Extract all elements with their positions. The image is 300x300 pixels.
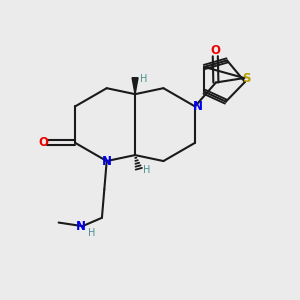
Text: S: S [242,72,251,86]
Text: N: N [76,220,86,232]
Text: O: O [210,44,220,57]
Text: H: H [143,165,150,175]
Text: N: N [102,154,112,167]
Text: H: H [140,74,148,84]
Text: O: O [38,136,48,149]
Text: H: H [88,228,96,238]
Text: N: N [192,100,203,113]
Polygon shape [132,78,138,94]
